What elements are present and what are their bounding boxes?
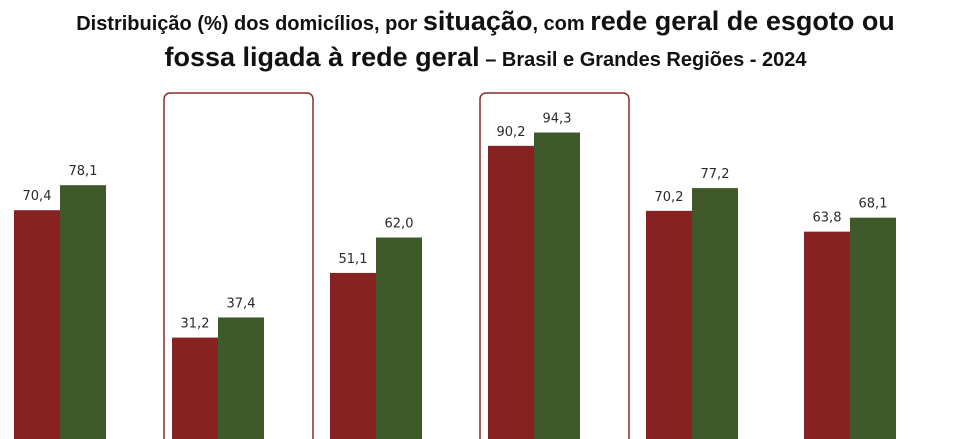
bar-s2-g6 <box>850 217 896 439</box>
bar-s2-g5 <box>692 188 738 439</box>
title-text-2: situação <box>422 6 533 36</box>
value-label-s2-g5: 77,2 <box>701 167 730 182</box>
highlight-box-3 <box>479 92 630 439</box>
value-label-s1-g6: 63,8 <box>813 211 842 226</box>
value-label-s2-g1: 78,1 <box>69 164 98 179</box>
title-line-2: fossa ligada à rede geral – Brasil e Gra… <box>0 38 971 74</box>
bar-s1-g5 <box>646 210 692 439</box>
title-text-4: rede geral de esgoto ou <box>590 6 895 36</box>
value-label-s1-g3: 51,1 <box>339 252 368 267</box>
value-label-s1-g4: 90,2 <box>497 125 526 140</box>
bars <box>14 132 896 439</box>
bar-s1-g6 <box>804 231 850 439</box>
bar-s2-g3 <box>376 237 422 439</box>
value-labels: 70,4 31,2 51,1 90,2 70,2 63,8 78,1 37,4 62,0 94,3… <box>23 112 888 332</box>
highlight-box-1 <box>163 92 314 439</box>
bar-s2-g2 <box>218 317 264 439</box>
bar-s1-g1 <box>14 210 60 439</box>
highlight-boxes <box>163 92 630 439</box>
value-label-s2-g6: 68,1 <box>859 197 888 212</box>
title-text-5: fossa ligada à rede geral <box>164 41 480 72</box>
chart-title: Distribuição (%) dos domicílios, por sit… <box>0 2 971 74</box>
title-line-1: Distribuição (%) dos domicílios, por sit… <box>0 2 971 38</box>
bar-s1-g4 <box>488 145 534 439</box>
value-label-s2-g2: 37,4 <box>227 296 256 311</box>
title-text-1: Distribuição (%) dos domicílios, por <box>76 13 423 35</box>
value-label-s1-g2: 31,2 <box>181 317 210 332</box>
bar-s2-g1 <box>60 185 106 439</box>
value-label-s1-g1: 70,4 <box>23 189 52 204</box>
title-text-3: , com <box>532 13 591 35</box>
value-label-s1-g5: 70,2 <box>655 190 684 205</box>
bar-s1-g3 <box>330 272 376 439</box>
value-label-s2-g3: 62,0 <box>385 217 414 232</box>
bar-s2-g4 <box>534 132 580 439</box>
value-label-s2-g4: 94,3 <box>543 112 572 127</box>
bar-s1-g2 <box>172 337 218 439</box>
title-text-6: – Brasil e Grandes Regiões - 2024 <box>479 48 807 71</box>
